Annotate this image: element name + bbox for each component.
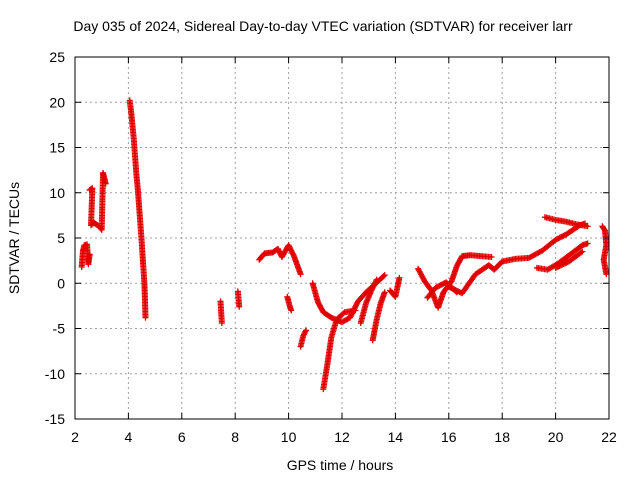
data-point	[381, 289, 388, 296]
y-tick-label: 10	[49, 185, 65, 201]
data-point	[603, 271, 610, 278]
x-tick-label: 14	[388, 429, 404, 445]
x-tick-label: 18	[494, 429, 510, 445]
x-tick-label: 20	[548, 429, 564, 445]
x-tick-label: 16	[441, 429, 457, 445]
x-axis-label: GPS time / hours	[287, 457, 394, 473]
data-point	[297, 271, 304, 278]
x-tick-label: 8	[231, 429, 239, 445]
data-point	[142, 314, 149, 321]
y-axis-label: SDTVAR / TECUs	[6, 182, 22, 294]
y-tick-label: 20	[49, 94, 65, 110]
data-point	[102, 180, 109, 187]
x-tick-label: 6	[178, 429, 186, 445]
data-point	[340, 310, 347, 317]
y-tick-label: 0	[57, 275, 65, 291]
data-point	[373, 276, 380, 283]
y-tick-label: -10	[45, 366, 65, 382]
data-point	[380, 273, 387, 280]
data-point	[396, 274, 403, 281]
x-tick-label: 4	[125, 429, 133, 445]
y-tick-label: 5	[57, 230, 65, 246]
y-tick-label: 15	[49, 140, 65, 156]
data-point	[584, 240, 591, 247]
data-point	[86, 251, 93, 258]
data-point	[236, 303, 243, 310]
data-point	[302, 327, 309, 334]
data-point	[288, 307, 295, 314]
x-tick-label: 12	[334, 429, 350, 445]
y-tick-label: 25	[49, 49, 65, 65]
y-tick-label: -15	[45, 411, 65, 427]
x-tick-label: 22	[601, 429, 617, 445]
data-point	[352, 307, 359, 314]
data-point	[381, 272, 388, 279]
x-tick-label: 10	[281, 429, 297, 445]
data-point	[218, 320, 225, 327]
data-point	[488, 254, 495, 261]
data-point	[578, 249, 585, 256]
data-points	[78, 97, 610, 393]
y-tick-label: -5	[53, 321, 66, 337]
data-point	[584, 223, 591, 230]
axes: 2 4 6 8 10 12 14 16 18 20 22 -15 -10 -5 0 5 10 15 20 25	[45, 49, 617, 445]
x-tick-label: 2	[71, 429, 79, 445]
data-point	[579, 248, 586, 255]
chart-title: Day 035 of 2024, Sidereal Day-to-day VTE…	[73, 18, 573, 34]
grid	[75, 57, 609, 419]
